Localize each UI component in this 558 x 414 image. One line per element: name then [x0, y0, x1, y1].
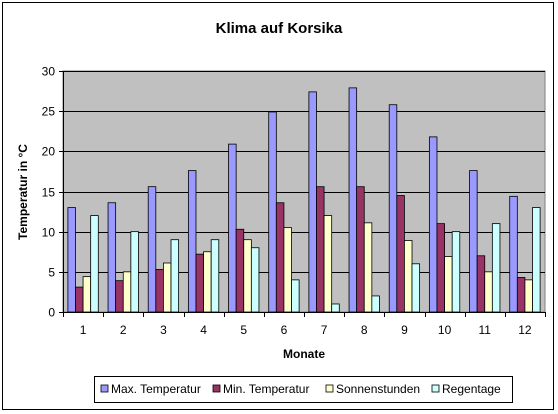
bar-2-12	[516, 277, 526, 313]
bar-3-12	[524, 279, 533, 313]
legend-swatch-4	[431, 384, 440, 393]
bar-3-9	[404, 240, 413, 313]
bar-4-9	[411, 263, 421, 313]
bar-2-1	[75, 286, 84, 313]
bar-3-2	[122, 271, 132, 313]
gridlines	[59, 71, 545, 313]
y-tick-labels: 0 5 10 15 20 25 30	[42, 65, 56, 320]
x-axis-title: Monate	[283, 347, 325, 361]
y-tick-label: 10	[42, 226, 56, 240]
bar-3-11	[484, 271, 493, 313]
bar-3-7	[323, 215, 333, 313]
bar-4-4	[210, 239, 220, 313]
y-tick-label: 20	[42, 145, 56, 159]
bar-1-8	[348, 87, 358, 313]
x-tick-label: 12	[518, 323, 532, 337]
bar-2-8	[356, 186, 365, 313]
x-tick-labels: 1 2 3 4 5 6 7 8 9 10 11 12	[80, 323, 532, 337]
legend-label-1: Max. Temperatur	[111, 382, 201, 396]
x-tick-label: 10	[438, 323, 452, 337]
legend-swatch-1	[100, 384, 109, 393]
bars	[67, 87, 541, 313]
legend-swatch-2	[212, 384, 221, 393]
x-tick-label: 5	[240, 323, 247, 337]
bar-2-3	[155, 269, 164, 313]
bar-1-3	[147, 186, 157, 313]
bar-1-9	[388, 104, 398, 313]
bar-4-7	[331, 303, 340, 313]
bar-3-6	[283, 227, 292, 313]
y-tick-label: 5	[48, 266, 55, 280]
bar-1-5	[228, 143, 237, 313]
y-tick-label: 15	[42, 186, 56, 200]
bar-4-3	[170, 239, 180, 313]
bar-2-2	[115, 280, 124, 313]
bar-3-4	[203, 251, 212, 313]
bar-4-11	[491, 223, 501, 313]
y-tick-label: 25	[42, 105, 56, 119]
bar-4-2	[130, 231, 139, 313]
bar-2-6	[275, 202, 285, 313]
bar-4-8	[371, 295, 380, 313]
axes	[63, 71, 546, 317]
bar-4-6	[291, 279, 300, 313]
bar-1-12	[509, 195, 518, 313]
y-axis-title: Temperatur in °C	[16, 144, 30, 240]
chart-title: Klima auf Korsika	[216, 20, 343, 37]
bar-4-12	[532, 207, 541, 313]
legend-box	[94, 376, 513, 403]
x-tick-label: 6	[281, 323, 288, 337]
x-tick-label: 1	[80, 323, 87, 337]
bar-3-10	[444, 256, 453, 313]
x-tick-label: 4	[200, 323, 207, 337]
y-tick-label: 30	[42, 65, 56, 79]
bar-2-4	[195, 253, 204, 313]
bar-3-8	[363, 222, 373, 313]
legend-label-2: Min. Temperatur	[223, 382, 309, 396]
bar-3-1	[82, 276, 92, 313]
bar-1-2	[107, 202, 117, 313]
x-tick-label: 11	[479, 323, 492, 337]
bar-2-9	[396, 195, 405, 313]
bar-2-11	[476, 255, 486, 313]
bar-1-4	[187, 170, 197, 313]
legend: Max. Temperatur Min. Temperatur Sonnenstun…	[94, 376, 513, 403]
bar-3-5	[243, 239, 252, 313]
bar-1-7	[308, 91, 317, 313]
bar-2-10	[436, 223, 445, 313]
legend-label-4: Regentage	[442, 382, 501, 396]
x-tick-label: 3	[160, 323, 167, 337]
bar-1-11	[469, 170, 478, 313]
bar-2-5	[235, 228, 245, 313]
legend-label-3: Sonnenstunden	[336, 382, 420, 396]
bar-1-1	[67, 207, 76, 313]
bar-4-1	[90, 215, 99, 313]
bar-4-5	[250, 247, 260, 313]
bar-4-10	[451, 231, 461, 313]
x-tick-label: 8	[361, 323, 368, 337]
legend-swatch-3	[325, 384, 334, 393]
bar-3-3	[163, 262, 172, 313]
bar-1-10	[428, 136, 438, 313]
x-tick-label: 2	[120, 323, 127, 337]
y-tick-label: 0	[48, 306, 55, 320]
x-tick-label: 7	[321, 323, 328, 337]
x-tick-label: 9	[401, 323, 408, 337]
bar-1-6	[268, 111, 277, 313]
bar-2-7	[316, 186, 325, 313]
